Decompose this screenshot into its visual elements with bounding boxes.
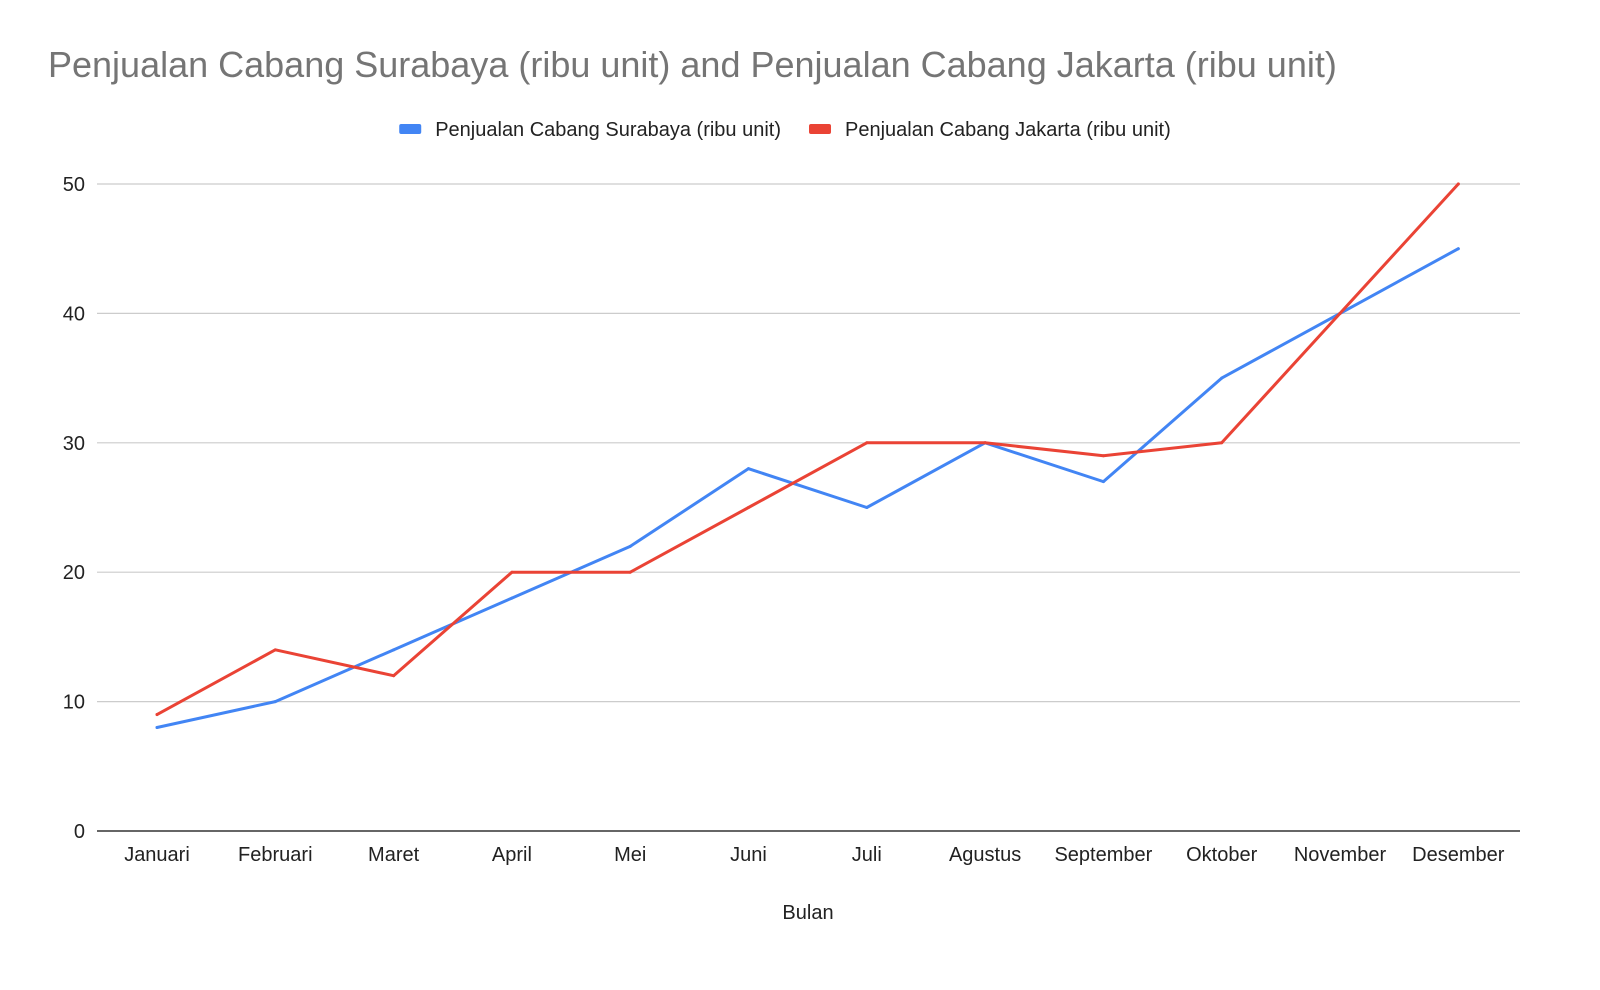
series-line-0 bbox=[155, 247, 1460, 729]
data-point bbox=[628, 544, 632, 548]
x-tick-label: Februari bbox=[238, 844, 312, 866]
x-tick-label: Juli bbox=[852, 844, 882, 866]
y-axis-tick-labels: 0 10 20 30 40 50 bbox=[63, 174, 85, 843]
series-line-1 bbox=[155, 182, 1460, 717]
data-point bbox=[865, 441, 869, 445]
data-point bbox=[1220, 441, 1224, 445]
legend-item: Penjualan Cabang Surabaya (ribu unit) bbox=[399, 119, 781, 141]
legend-swatch bbox=[809, 124, 832, 134]
y-tick-label: 10 bbox=[63, 692, 85, 714]
data-point bbox=[155, 713, 159, 717]
x-tick-label: Agustus bbox=[949, 844, 1021, 866]
data-point bbox=[865, 506, 869, 509]
x-tick-label: Januari bbox=[124, 844, 190, 866]
data-point bbox=[392, 648, 396, 652]
legend: Penjualan Cabang Surabaya (ribu unit) Pen… bbox=[399, 119, 1171, 141]
y-tick-label: 20 bbox=[63, 562, 85, 584]
x-tick-label: Mei bbox=[614, 844, 646, 866]
y-tick-label: 50 bbox=[63, 174, 85, 196]
data-point bbox=[392, 674, 396, 678]
x-axis-tick-labels: Januari Februari Maret April Mei Juni Juli Agus… bbox=[124, 844, 1505, 866]
gridlines bbox=[97, 183, 1520, 703]
data-point bbox=[1456, 247, 1460, 251]
x-tick-label: Oktober bbox=[1186, 844, 1257, 866]
y-tick-label: 30 bbox=[63, 433, 85, 455]
chart-title: Penjualan Cabang Surabaya (ribu unit) an… bbox=[48, 44, 1337, 85]
series-lines bbox=[155, 182, 1460, 729]
x-tick-label: Maret bbox=[368, 844, 420, 866]
data-point bbox=[1456, 182, 1460, 186]
data-point bbox=[747, 467, 750, 471]
y-tick-label: 0 bbox=[74, 821, 85, 843]
x-tick-label: Juni bbox=[730, 844, 767, 866]
x-tick-label: September bbox=[1054, 844, 1152, 866]
y-tick-label: 40 bbox=[63, 303, 85, 325]
data-point bbox=[510, 570, 514, 574]
data-point bbox=[1338, 311, 1342, 315]
data-point bbox=[628, 570, 632, 574]
legend-swatch bbox=[399, 124, 422, 134]
x-tick-label: April bbox=[492, 844, 532, 866]
legend-label: Penjualan Cabang Surabaya (ribu unit) bbox=[435, 119, 781, 141]
data-point bbox=[273, 648, 277, 652]
data-point bbox=[747, 506, 750, 509]
data-point bbox=[273, 700, 277, 704]
data-point bbox=[155, 725, 159, 729]
legend-label: Penjualan Cabang Jakarta (ribu unit) bbox=[845, 119, 1171, 141]
legend-item: Penjualan Cabang Jakarta (ribu unit) bbox=[809, 119, 1171, 141]
data-point bbox=[1101, 454, 1105, 458]
data-point bbox=[1101, 480, 1105, 484]
x-axis-label: Bulan bbox=[782, 902, 833, 924]
x-tick-label: November bbox=[1294, 844, 1387, 866]
data-point bbox=[510, 596, 514, 600]
x-tick-label: Desember bbox=[1412, 844, 1505, 866]
data-point bbox=[1220, 376, 1224, 380]
data-point bbox=[983, 441, 987, 445]
